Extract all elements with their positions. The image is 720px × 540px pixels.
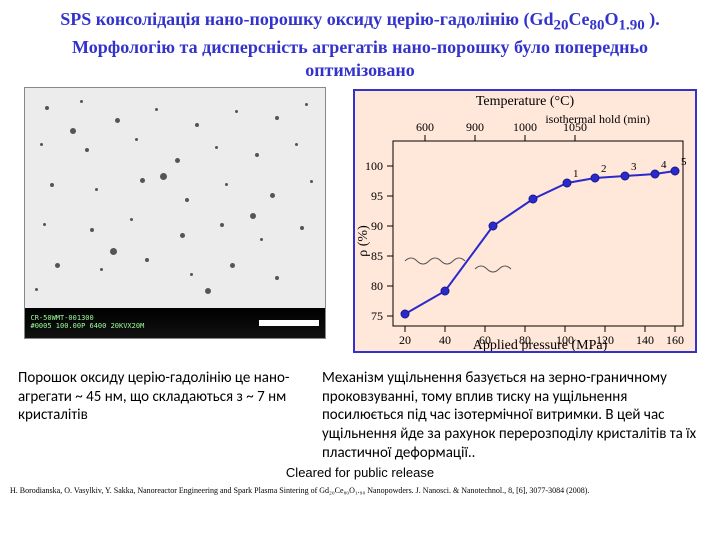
scale-bar-strip: CR-50WMT-001300 #0005 100.00P 6400 20KVX… (25, 308, 325, 338)
svg-text:900: 900 (466, 120, 484, 134)
scale-text-2: #0005 100.00P 6400 20KVX20M (31, 323, 253, 331)
svg-text:ρ (%): ρ (%) (356, 225, 371, 257)
svg-text:4: 4 (661, 159, 667, 171)
svg-text:100: 100 (365, 159, 383, 173)
citation: H. Borodianska, O. Vasylkiv, Y. Sakka, N… (0, 480, 720, 495)
content-row: CR-50WMT-001300 #0005 100.00P 6400 20KVX… (0, 83, 720, 353)
svg-text:3: 3 (631, 161, 637, 173)
svg-text:75: 75 (371, 309, 383, 323)
caption-left: Порошок оксиду церію-гадолінію це нано-а… (18, 369, 298, 463)
micrograph-image: CR-50WMT-001300 #0005 100.00P 6400 20KVX… (24, 87, 326, 339)
svg-text:90: 90 (371, 219, 383, 233)
svg-text:Applied pressure (MPa): Applied pressure (MPa) (472, 338, 607, 351)
svg-text:Temperature (°C): Temperature (°C) (475, 94, 574, 109)
svg-text:1000: 1000 (513, 120, 537, 134)
svg-text:isothermal hold (min): isothermal hold (min) (545, 112, 650, 126)
svg-text:2: 2 (601, 163, 607, 175)
scale-bar (259, 320, 319, 326)
svg-text:40: 40 (439, 333, 451, 347)
caption-row: Порошок оксиду церію-гадолінію це нано-а… (0, 353, 720, 463)
svg-text:600: 600 (416, 120, 434, 134)
svg-text:95: 95 (371, 189, 383, 203)
cleared-text: Cleared for public release (0, 465, 720, 480)
svg-text:140: 140 (636, 333, 654, 347)
page-title: SPS консолідація нано-порошку оксиду цер… (0, 0, 720, 83)
svg-text:85: 85 (371, 249, 383, 263)
density-chart: Temperature (°C)60090010001050isothermal… (353, 89, 697, 353)
svg-text:80: 80 (371, 279, 383, 293)
svg-text:5: 5 (681, 156, 687, 168)
caption-right: Механізм ущільнення базується на зерно-г… (322, 369, 702, 463)
svg-text:160: 160 (666, 333, 684, 347)
svg-text:1: 1 (573, 168, 579, 180)
svg-text:20: 20 (399, 333, 411, 347)
